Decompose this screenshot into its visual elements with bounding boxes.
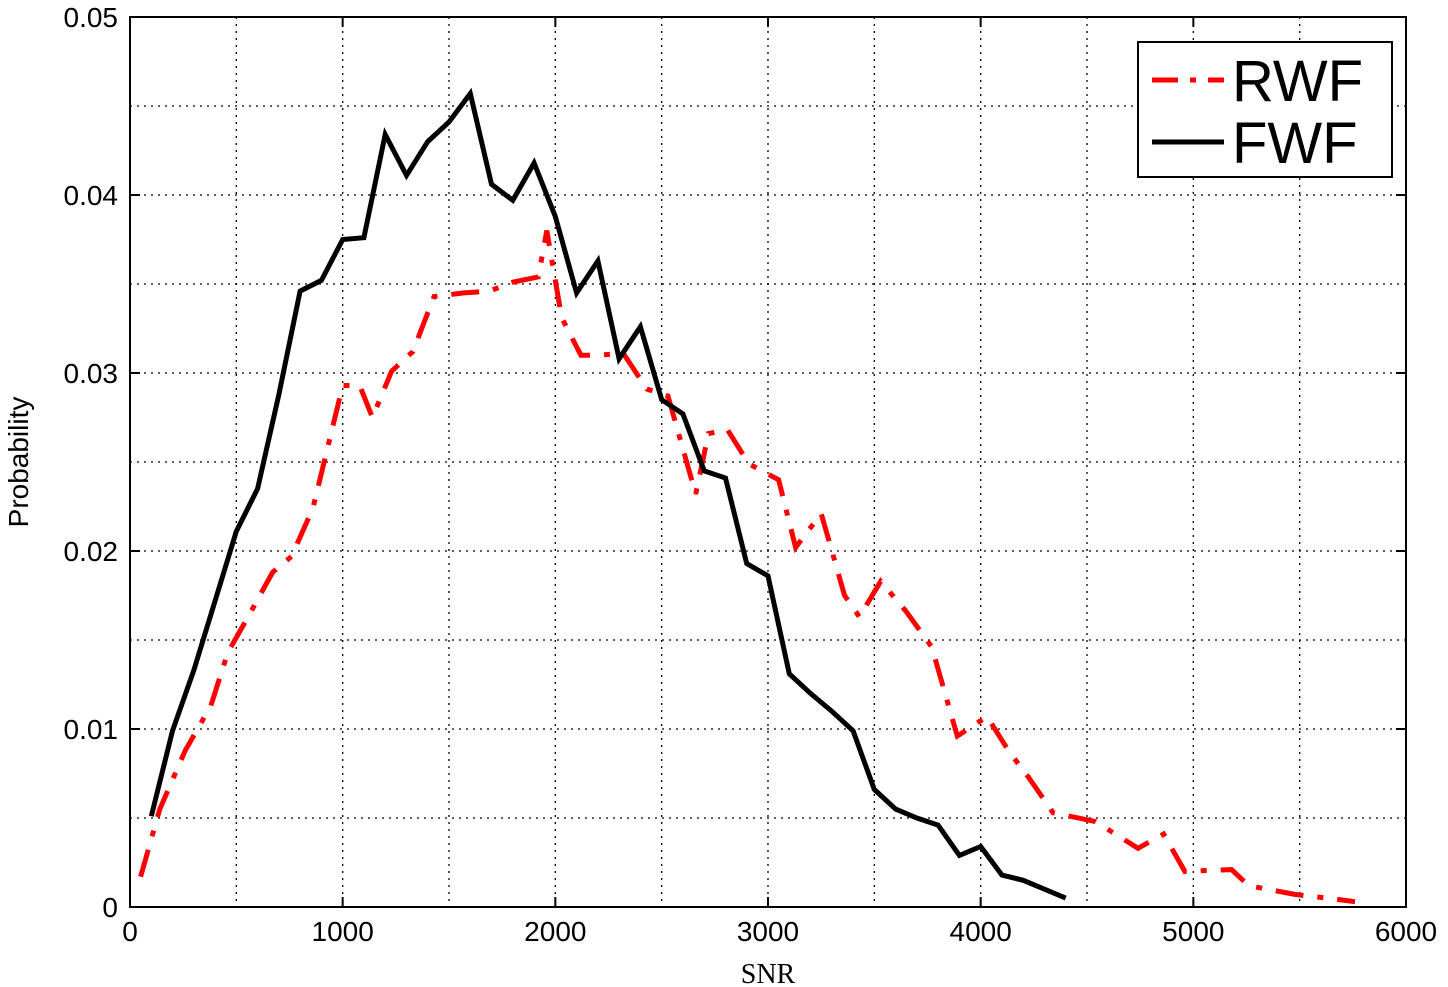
y-tick-label: 0.01 [64, 714, 119, 745]
legend-label-rwf: RWF [1232, 49, 1363, 114]
x-tick-label: 3000 [737, 916, 799, 947]
y-tick-label: 0.05 [64, 2, 119, 33]
series-layer [138, 87, 1356, 905]
x-tick-label: 6000 [1375, 916, 1437, 947]
y-tick-label: 0 [102, 892, 118, 923]
x-axis-title: SNR [741, 959, 796, 987]
legend-label-fwf: FWF [1232, 111, 1358, 176]
x-tick-label: 1000 [312, 916, 374, 947]
series-line-fwf [148, 87, 1067, 901]
y-axis-title: Probability [3, 397, 34, 528]
grid-lines [130, 17, 1406, 907]
x-tick-label: 2000 [524, 916, 586, 947]
x-tick-label: 4000 [950, 916, 1012, 947]
y-tick-label: 0.02 [64, 536, 119, 567]
legend: RWF FWF [1137, 41, 1393, 178]
series-line-rwf [138, 230, 1356, 905]
y-tick-label: 0.04 [64, 180, 119, 211]
x-tick-label: 0 [122, 916, 138, 947]
axis-ticks [129, 16, 1407, 908]
legend-box [1137, 41, 1393, 178]
y-tick-label: 0.03 [64, 358, 119, 389]
x-tick-label: 5000 [1162, 916, 1224, 947]
tick-labels: 0 1000 2000 3000 4000 5000 6000 0 0.01 0.02 0.03 0.… [64, 2, 1438, 947]
